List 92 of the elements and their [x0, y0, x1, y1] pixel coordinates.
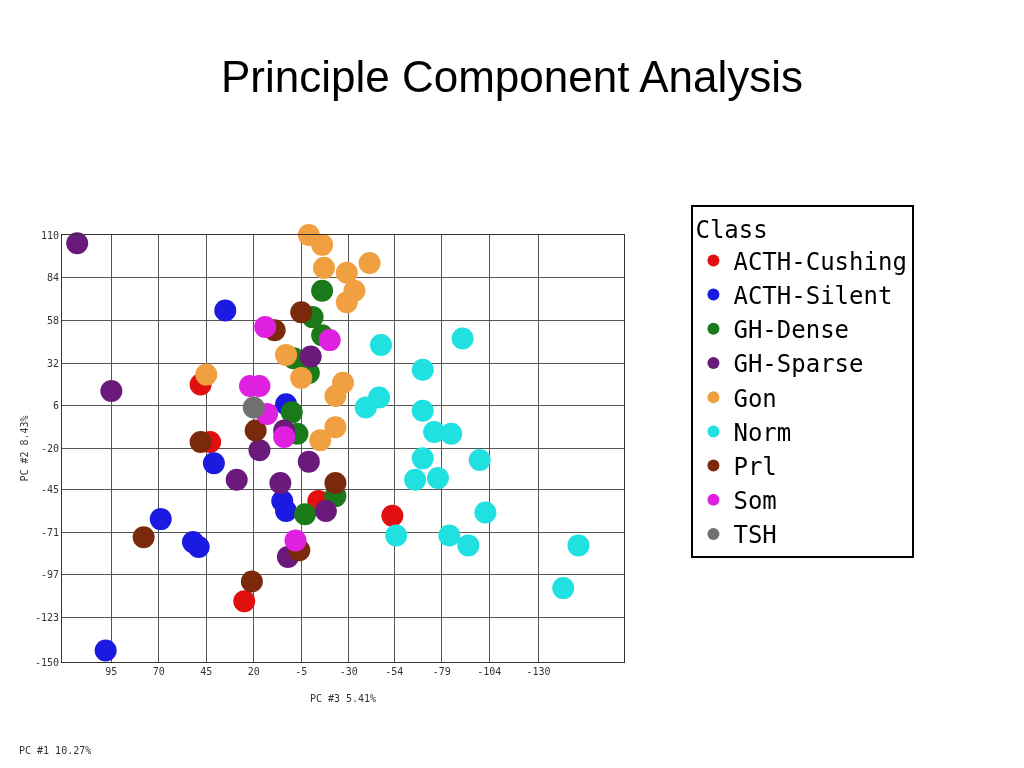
point [411, 358, 434, 381]
y-tick-label: -71 [40, 526, 59, 538]
point [426, 467, 449, 490]
legend-label: Norm [733, 418, 792, 447]
point [324, 416, 347, 439]
point [275, 499, 298, 522]
point [132, 526, 155, 549]
legend-label: GH-Dense [733, 316, 850, 345]
point [233, 590, 256, 613]
point [440, 422, 463, 445]
point [468, 449, 491, 471]
y-tick-label: 32 [46, 357, 59, 369]
x-tick-label: -54 [385, 666, 404, 677]
x-tick-label: -5 [295, 666, 308, 677]
point [311, 279, 334, 302]
point [214, 299, 237, 322]
point [313, 256, 336, 279]
point [244, 419, 267, 442]
point [290, 366, 313, 389]
point [358, 251, 381, 274]
x-axis-title: PC #3 5.41% [309, 693, 377, 704]
x-tick-label: 95 [105, 666, 118, 677]
point [275, 343, 298, 366]
point [187, 536, 210, 559]
point [284, 529, 307, 552]
y-tick-label: -20 [40, 443, 59, 454]
legend-label: TSH [733, 521, 777, 550]
point [451, 327, 474, 350]
point [474, 501, 497, 524]
point [94, 639, 117, 662]
point [438, 524, 461, 547]
point [195, 363, 218, 386]
y-tick-label: -123 [34, 612, 59, 624]
point [411, 447, 434, 470]
point [311, 233, 334, 256]
x-tick-label: -79 [432, 666, 451, 677]
point [242, 396, 265, 419]
point [385, 524, 408, 547]
point [314, 499, 337, 522]
y-tick-label: 58 [46, 314, 59, 326]
point [567, 534, 590, 557]
point [369, 334, 392, 357]
point [411, 399, 434, 422]
x-tick-label: 70 [152, 666, 165, 677]
point [202, 452, 225, 475]
y-tick-label: 6 [52, 400, 59, 412]
point [309, 429, 332, 452]
y-tick-label: 84 [46, 272, 59, 284]
x-tick-label: -104 [477, 666, 502, 677]
legend-label: Prl [733, 452, 777, 481]
y-axis-title: PC #2 8.43% [18, 415, 30, 482]
legend-title: Class [695, 216, 768, 245]
point [324, 471, 347, 494]
point [318, 329, 341, 352]
point [335, 261, 358, 284]
point [100, 380, 123, 403]
point [552, 577, 575, 600]
legend-label: GH-Sparse [733, 350, 864, 379]
point [248, 439, 271, 462]
y-tick-label: -97 [40, 569, 59, 581]
legend-label: Gon [733, 384, 777, 413]
point [149, 508, 172, 531]
point [335, 291, 358, 314]
legend-label: ACTH-Cushing [733, 247, 907, 276]
point [240, 570, 263, 593]
x-tick-label: -130 [526, 666, 551, 677]
point [404, 468, 427, 491]
y-tick-label: -150 [34, 656, 59, 668]
x-tick-label: 20 [247, 666, 260, 677]
y-tick-label: -45 [40, 484, 59, 496]
chart-title: Principle Component Analysis [220, 52, 804, 102]
x-tick-label: 45 [200, 666, 213, 677]
point [66, 232, 89, 255]
point [273, 426, 296, 448]
point [457, 534, 480, 557]
point [297, 450, 320, 473]
point [324, 384, 347, 407]
point [225, 468, 248, 491]
text: PC #1 10.27% [19, 745, 92, 756]
y-tick-label: 110 [40, 229, 59, 241]
point [294, 503, 317, 526]
x-tick-label: -30 [339, 666, 358, 677]
point [290, 301, 313, 324]
legend-label: ACTH-Silent [733, 281, 893, 310]
point [254, 315, 277, 338]
point [381, 504, 404, 527]
point [269, 471, 292, 494]
point [189, 430, 212, 453]
legend-label: Som [733, 487, 777, 516]
point [354, 396, 377, 419]
point [280, 401, 303, 424]
point [299, 345, 322, 368]
